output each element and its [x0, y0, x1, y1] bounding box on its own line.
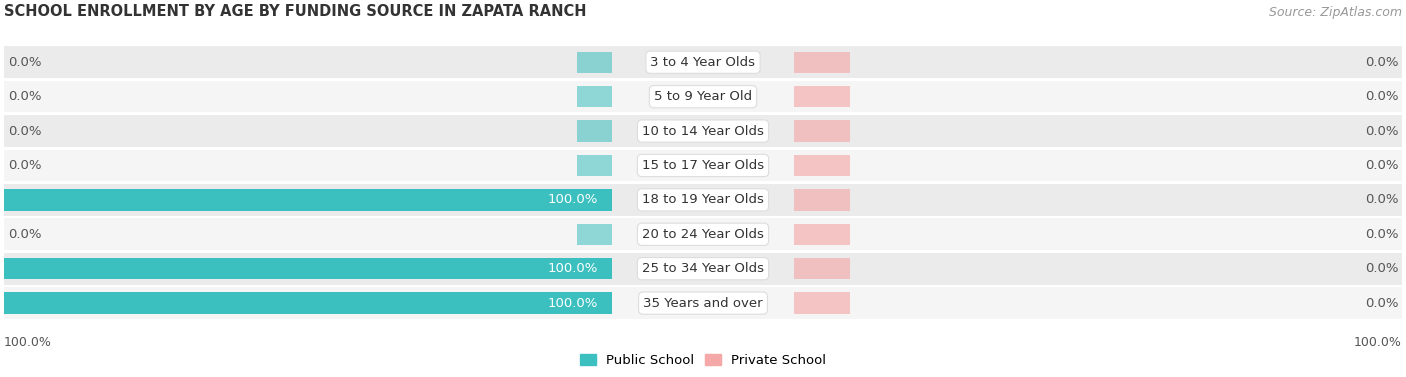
- Text: 100.0%: 100.0%: [548, 193, 598, 206]
- Bar: [794, 258, 849, 279]
- Text: 0.0%: 0.0%: [7, 228, 41, 241]
- Bar: [4, 258, 612, 279]
- Bar: [4, 218, 1402, 250]
- Bar: [4, 150, 1402, 181]
- Bar: [4, 46, 1402, 78]
- Text: 25 to 34 Year Olds: 25 to 34 Year Olds: [643, 262, 763, 275]
- Text: 100.0%: 100.0%: [548, 297, 598, 310]
- Text: 0.0%: 0.0%: [1365, 297, 1399, 310]
- Bar: [794, 224, 849, 245]
- Bar: [794, 52, 849, 73]
- Bar: [4, 287, 1402, 319]
- Bar: [4, 81, 1402, 112]
- Text: 0.0%: 0.0%: [1365, 228, 1399, 241]
- Text: 0.0%: 0.0%: [1365, 193, 1399, 206]
- Text: 0.0%: 0.0%: [7, 159, 41, 172]
- Text: 0.0%: 0.0%: [1365, 56, 1399, 69]
- Text: 18 to 19 Year Olds: 18 to 19 Year Olds: [643, 193, 763, 206]
- Bar: [578, 155, 612, 176]
- Bar: [794, 155, 849, 176]
- Bar: [794, 86, 849, 107]
- Text: 100.0%: 100.0%: [1354, 336, 1402, 349]
- Text: 0.0%: 0.0%: [7, 90, 41, 103]
- Bar: [578, 52, 612, 73]
- Text: 35 Years and over: 35 Years and over: [643, 297, 763, 310]
- Text: 20 to 24 Year Olds: 20 to 24 Year Olds: [643, 228, 763, 241]
- Bar: [4, 253, 1402, 285]
- Bar: [578, 224, 612, 245]
- Text: Source: ZipAtlas.com: Source: ZipAtlas.com: [1268, 6, 1402, 19]
- Text: 3 to 4 Year Olds: 3 to 4 Year Olds: [651, 56, 755, 69]
- Bar: [4, 189, 612, 210]
- Text: SCHOOL ENROLLMENT BY AGE BY FUNDING SOURCE IN ZAPATA RANCH: SCHOOL ENROLLMENT BY AGE BY FUNDING SOUR…: [4, 4, 586, 19]
- Bar: [578, 86, 612, 107]
- Text: 15 to 17 Year Olds: 15 to 17 Year Olds: [643, 159, 763, 172]
- Text: 10 to 14 Year Olds: 10 to 14 Year Olds: [643, 124, 763, 138]
- Text: 0.0%: 0.0%: [1365, 159, 1399, 172]
- Bar: [4, 115, 1402, 147]
- Text: 0.0%: 0.0%: [1365, 262, 1399, 275]
- Bar: [794, 293, 849, 314]
- Text: 0.0%: 0.0%: [1365, 90, 1399, 103]
- Bar: [4, 184, 1402, 216]
- Text: 100.0%: 100.0%: [548, 262, 598, 275]
- Text: 100.0%: 100.0%: [4, 336, 52, 349]
- Text: 0.0%: 0.0%: [7, 124, 41, 138]
- Text: 0.0%: 0.0%: [7, 56, 41, 69]
- Bar: [794, 120, 849, 142]
- Bar: [578, 120, 612, 142]
- Text: 5 to 9 Year Old: 5 to 9 Year Old: [654, 90, 752, 103]
- Text: 0.0%: 0.0%: [1365, 124, 1399, 138]
- Bar: [794, 189, 849, 210]
- Legend: Public School, Private School: Public School, Private School: [575, 349, 831, 372]
- Bar: [4, 293, 612, 314]
